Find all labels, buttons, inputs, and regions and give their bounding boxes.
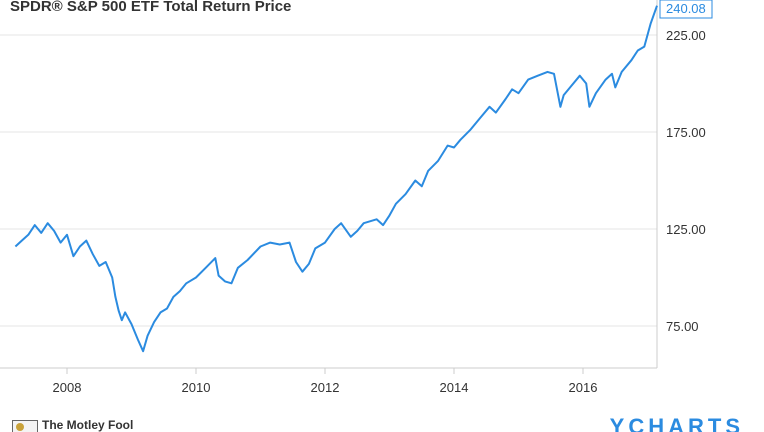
ycharts-logo: YCHARTS — [609, 418, 744, 432]
x-tick-label: 2008 — [53, 380, 82, 395]
chart-title: SPDR® S&P 500 ETF Total Return Price — [10, 0, 291, 15]
series-line — [14, 5, 658, 353]
x-tick-label: 2012 — [311, 380, 340, 395]
last-value-box — [659, 0, 713, 19]
motley-fool-logo-icon — [12, 420, 38, 432]
x-axis-ticks: 2008 2010 2012 2014 2016 — [53, 368, 598, 395]
grid-lines — [0, 34, 657, 327]
last-value-label: 240.08 — [666, 1, 706, 16]
line-chart: 2008 2010 2012 2014 2016 75.00 125.00 175.00 22… — [0, 0, 713, 395]
x-tick-label: 2016 — [569, 380, 598, 395]
last-value-marker: 240.08 — [659, 0, 713, 19]
y-axis-ticks: 75.00 125.00 175.00 225.00 — [666, 28, 706, 334]
footer-brand: The Motley Fool — [42, 418, 134, 432]
footer: The Motley Fool YCHARTS — [0, 418, 764, 432]
y-tick-label: 225.00 — [666, 28, 706, 43]
y-tick-label: 125.00 — [666, 222, 706, 237]
x-tick-label: 2014 — [440, 380, 469, 395]
y-tick-label: 175.00 — [666, 125, 706, 140]
x-tick-label: 2010 — [182, 380, 211, 395]
y-tick-label: 75.00 — [666, 319, 699, 334]
title-background — [0, 0, 410, 18]
